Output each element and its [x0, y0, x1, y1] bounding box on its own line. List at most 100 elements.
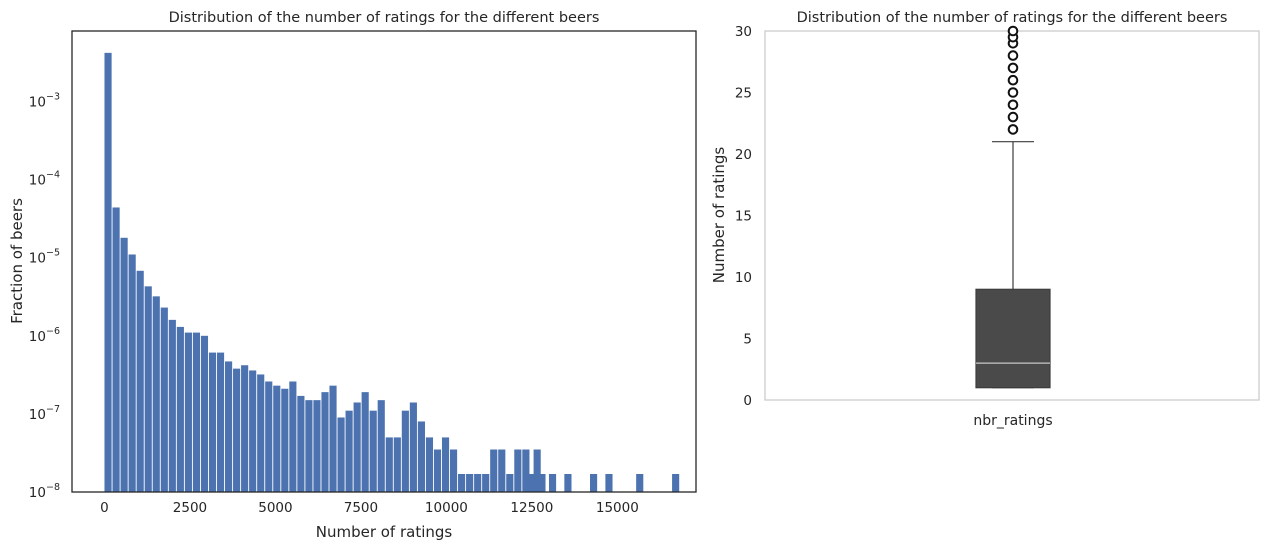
- boxplot-outlier-point: [1007, 87, 1019, 98]
- histogram-bar: [377, 400, 385, 492]
- histogram-bar: [249, 370, 257, 492]
- histogram-y-tick-label: 10−4: [29, 170, 60, 189]
- histogram-bar: [289, 381, 297, 492]
- boxplot-outlier-point: [1007, 124, 1019, 135]
- boxplot-outlier-point: [1007, 62, 1019, 74]
- histogram-bar: [636, 474, 644, 492]
- histogram-bar: [152, 296, 160, 492]
- histogram-bar: [273, 385, 281, 492]
- histogram-x-tick-label: 12500: [510, 500, 553, 516]
- histogram-bar: [466, 474, 474, 492]
- histogram-bar: [449, 449, 458, 492]
- histogram-bar: [490, 449, 498, 492]
- histogram-bar: [482, 474, 490, 492]
- histogram-bar: [176, 326, 184, 492]
- boxplot-y-axis-label: Number of ratings: [710, 147, 728, 284]
- histogram-panel: Distribution of the number of ratings fo…: [8, 10, 697, 541]
- boxplot-y-tick-label: 15: [735, 209, 752, 225]
- histogram-bar: [112, 207, 120, 492]
- boxplot-y-tick-label: 20: [735, 147, 752, 163]
- boxplot-y-tick-labels: 0 5 10 15 20 25 30: [735, 24, 752, 409]
- histogram-title: Distribution of the number of ratings fo…: [169, 10, 600, 26]
- histogram-bar: [297, 395, 305, 492]
- histogram-bar: [369, 410, 377, 492]
- histogram-bar: [498, 449, 506, 492]
- histogram-bar: [409, 402, 417, 492]
- histogram-bar: [538, 474, 546, 492]
- histogram-bar: [361, 392, 369, 492]
- boxplot-panel: Distribution of the number of ratings fo…: [710, 10, 1260, 429]
- histogram-bar: [401, 410, 409, 492]
- histogram-bar: [345, 410, 353, 492]
- boxplot-box: [975, 288, 1051, 389]
- histogram-x-tick-label: 10000: [425, 500, 468, 516]
- histogram-bar: [144, 286, 152, 492]
- boxplot-outlier-point: [1007, 74, 1019, 86]
- boxplot-outlier-point: [1007, 99, 1019, 111]
- histogram-bar: [233, 368, 241, 492]
- boxplot-y-tick-label: 10: [735, 270, 752, 286]
- histogram-bar: [313, 400, 321, 492]
- histogram-bar: [522, 449, 530, 492]
- histogram-bars: [104, 52, 680, 492]
- histogram-x-tick-label: 2500: [173, 500, 207, 516]
- histogram-y-tick-labels: 10−8 10−7 10−6 10−5 10−4 10−3: [29, 92, 60, 501]
- histogram-bar: [281, 388, 289, 492]
- boxplot-outlier-point: [1007, 25, 1019, 37]
- histogram-bar: [393, 437, 401, 492]
- histogram-bar: [474, 474, 482, 492]
- histogram-bar: [104, 52, 112, 492]
- boxplot-box-group: [975, 25, 1051, 389]
- histogram-bar: [417, 421, 425, 492]
- histogram-bar: [265, 381, 273, 492]
- histogram-bar: [533, 449, 541, 492]
- histogram-bar: [353, 402, 361, 492]
- histogram-bar: [590, 474, 598, 492]
- histogram-bar: [433, 449, 442, 492]
- histogram-bar: [337, 417, 345, 492]
- histogram-x-tick-label: 7500: [344, 500, 378, 516]
- histogram-bar: [564, 474, 572, 492]
- boxplot-y-tick-label: 0: [743, 393, 752, 409]
- histogram-y-tick-label: 10−7: [29, 404, 60, 423]
- boxplot-title: Distribution of the number of ratings fo…: [797, 10, 1228, 26]
- boxplot-y-tick-label: 30: [735, 24, 752, 40]
- histogram-bar: [168, 319, 176, 492]
- histogram-axes-frame: [71, 30, 697, 493]
- histogram-bar: [208, 352, 217, 492]
- histogram-bar: [257, 374, 265, 492]
- histogram-y-tick-label: 10−3: [29, 92, 60, 111]
- boxplot-category-label: nbr_ratings: [973, 413, 1052, 429]
- histogram-y-tick-label: 10−8: [29, 482, 60, 501]
- histogram-bar: [672, 474, 680, 492]
- histogram-x-tick-label: 15000: [596, 500, 639, 516]
- histogram-bar: [128, 254, 136, 492]
- histogram-bar: [526, 474, 534, 492]
- histogram-bar: [321, 392, 329, 492]
- histogram-bar: [136, 270, 144, 492]
- histogram-bar: [458, 474, 466, 492]
- histogram-bar: [329, 385, 337, 492]
- histogram-y-tick-label: 10−6: [29, 326, 60, 345]
- histogram-x-tick-label: 0: [100, 500, 109, 516]
- histogram-bar: [160, 307, 168, 492]
- histogram-y-tick-label: 10−5: [29, 248, 60, 267]
- histogram-y-axis-label: Fraction of beers: [8, 198, 26, 324]
- histogram-x-axis-label: Number of ratings: [316, 523, 453, 541]
- histogram-bar: [514, 449, 522, 492]
- histogram-bar: [548, 474, 557, 492]
- histogram-bar: [192, 332, 201, 492]
- histogram-bar: [441, 437, 450, 492]
- boxplot-y-tick-label: 25: [735, 86, 752, 102]
- histogram-bar: [425, 437, 434, 492]
- histogram-bar: [385, 437, 393, 492]
- histogram-bar: [184, 332, 192, 492]
- histogram-bar: [120, 237, 128, 492]
- boxplot-y-tick-label: 5: [743, 332, 752, 348]
- histogram-bar: [216, 352, 225, 492]
- histogram-bar: [506, 474, 514, 492]
- boxplot-outlier-point: [1007, 50, 1019, 61]
- histogram-x-tick-label: 5000: [258, 500, 292, 516]
- histogram-bar: [605, 474, 613, 492]
